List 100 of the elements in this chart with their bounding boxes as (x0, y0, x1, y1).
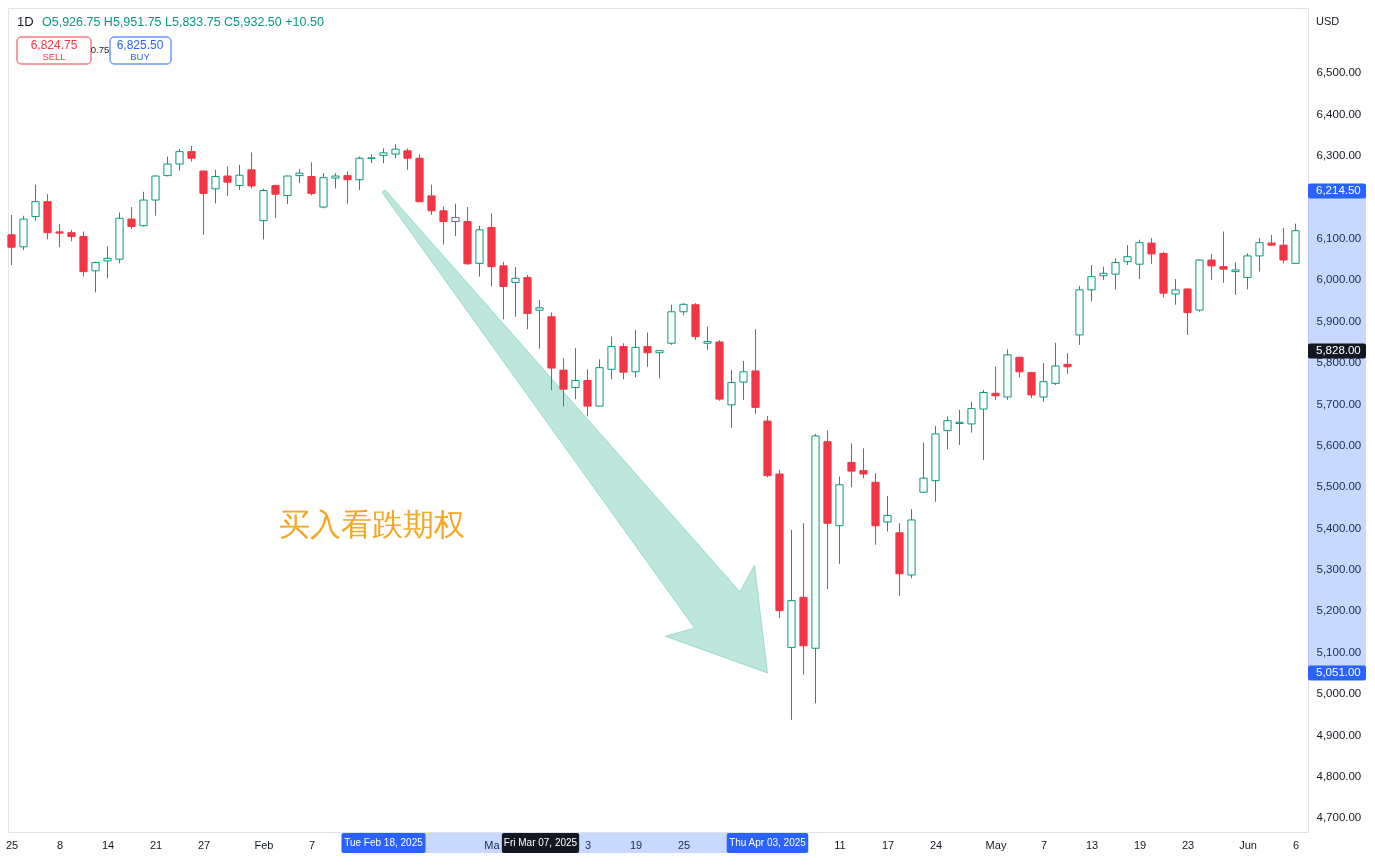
candlestick (127, 206, 136, 230)
annotation: 1D (17, 14, 34, 29)
x-tick-label: 7 (1040, 838, 1048, 851)
y-tick-label: 5,100.00 (1316, 645, 1362, 658)
candlestick (355, 156, 364, 191)
candlestick (967, 401, 976, 434)
text: Tue Feb 18, 2025 (344, 837, 424, 848)
y-tick-label: 4,700.00 (1316, 811, 1362, 824)
y-tick-label: 5,000.00 (1316, 687, 1362, 700)
y-tick-label: 5,900.00 (1316, 314, 1362, 327)
candlestick (7, 214, 16, 266)
candlestick (979, 389, 988, 461)
candlestick (403, 147, 412, 171)
y-tick-label: 6,100.00 (1316, 232, 1362, 245)
candlestick (1231, 262, 1240, 296)
candlestick (283, 175, 292, 205)
candlestick (1027, 371, 1036, 399)
annotation: 0.75 (90, 44, 110, 55)
candlestick (739, 360, 748, 401)
candlestick (55, 223, 64, 248)
y-tick-label: 5,500.00 (1316, 480, 1362, 493)
annotation: BUY (130, 51, 151, 62)
candlestick (1111, 257, 1120, 290)
candlestick (1279, 227, 1288, 264)
annotation: 买入看跌期权 (279, 506, 465, 542)
x-tick-label: 23 (1181, 838, 1195, 851)
candlestick (607, 336, 616, 380)
candlestick (883, 495, 892, 533)
candlestick (1039, 362, 1048, 403)
candlestick (991, 366, 1000, 401)
candlestick (151, 174, 160, 217)
candlestick (247, 151, 256, 189)
candlestick (943, 415, 952, 450)
candlestick (439, 206, 448, 246)
candlestick (343, 170, 352, 205)
x-tick-label: 11 (834, 838, 846, 851)
x-tick-label: 8 (56, 838, 64, 851)
candlestick (271, 184, 280, 219)
x-tick-label: 13 (1085, 838, 1099, 851)
candlestick (955, 409, 964, 446)
y-tick-label: 5,200.00 (1316, 604, 1362, 617)
candlestick (499, 261, 508, 320)
candlestick (103, 245, 112, 279)
candlestick (511, 266, 520, 318)
text: Thu Apr 03, 2025 (729, 837, 807, 848)
candlestick (1051, 342, 1060, 386)
candlestick (199, 170, 208, 236)
y-tick-label: 6,000.00 (1316, 273, 1362, 286)
candlestick (847, 442, 856, 488)
candlestick (559, 357, 568, 408)
candlestick (307, 161, 316, 196)
candlestick (1087, 264, 1096, 302)
candlestick (1183, 288, 1192, 336)
candlestick (1171, 278, 1180, 306)
y-tick-label: 6,300.00 (1316, 149, 1362, 162)
text: 6,214.50 (1316, 184, 1361, 196)
x-tick-label: 19 (629, 838, 643, 851)
x-tick-label: 25 (5, 838, 19, 851)
y-tick-label: 4,900.00 (1316, 728, 1362, 741)
candlestick (1063, 352, 1072, 375)
candlestick (223, 166, 232, 197)
text: Fri Mar 07, 2025 (503, 837, 578, 848)
candlestick (859, 447, 868, 479)
candlestick (1147, 237, 1156, 265)
text: 5,828.00 (1316, 344, 1361, 356)
candlestick (919, 442, 928, 494)
candlestick (643, 331, 652, 368)
x-tick-label: 19 (1133, 838, 1147, 851)
candlestick (235, 164, 244, 191)
candlestick (1123, 244, 1132, 266)
x-tick-label: Ma (484, 838, 501, 851)
candlestick (1135, 239, 1144, 280)
x-tick-label: 24 (929, 838, 943, 851)
annotation: SELL (42, 51, 66, 62)
candlestick (1243, 252, 1252, 290)
y-tick-label: 6,500.00 (1316, 66, 1362, 79)
candlestick (703, 326, 712, 351)
candlestick (211, 169, 220, 204)
x-tick-label: 21 (149, 838, 163, 851)
x-tick-label: 14 (101, 838, 115, 851)
y-tick-label: 5,700.00 (1316, 397, 1362, 410)
x-tick-label: Feb (254, 838, 274, 851)
x-tick-label: Jun (1239, 838, 1257, 851)
x-tick-label: 17 (881, 838, 895, 851)
candlestick (571, 347, 580, 400)
candlestick (1255, 237, 1264, 273)
x-tick-label: 25 (677, 838, 691, 851)
candlestick (91, 261, 100, 293)
candlestick (655, 349, 664, 379)
y-tick-label: 4,800.00 (1316, 770, 1362, 783)
candlestick (1219, 230, 1228, 284)
candlestick (427, 184, 436, 216)
text: 5,051.00 (1316, 666, 1361, 678)
x-tick-label: 6 (1292, 838, 1300, 851)
annotation: 6,825.50 (116, 38, 164, 52)
annotation: O5,926.75 H5,951.75 L5,833.75 C5,932.50 +10.50 (42, 15, 324, 29)
candlestick (31, 184, 40, 222)
candlestick (535, 299, 544, 350)
y-tick-label: 5,600.00 (1316, 438, 1362, 451)
candlestick (727, 369, 736, 429)
